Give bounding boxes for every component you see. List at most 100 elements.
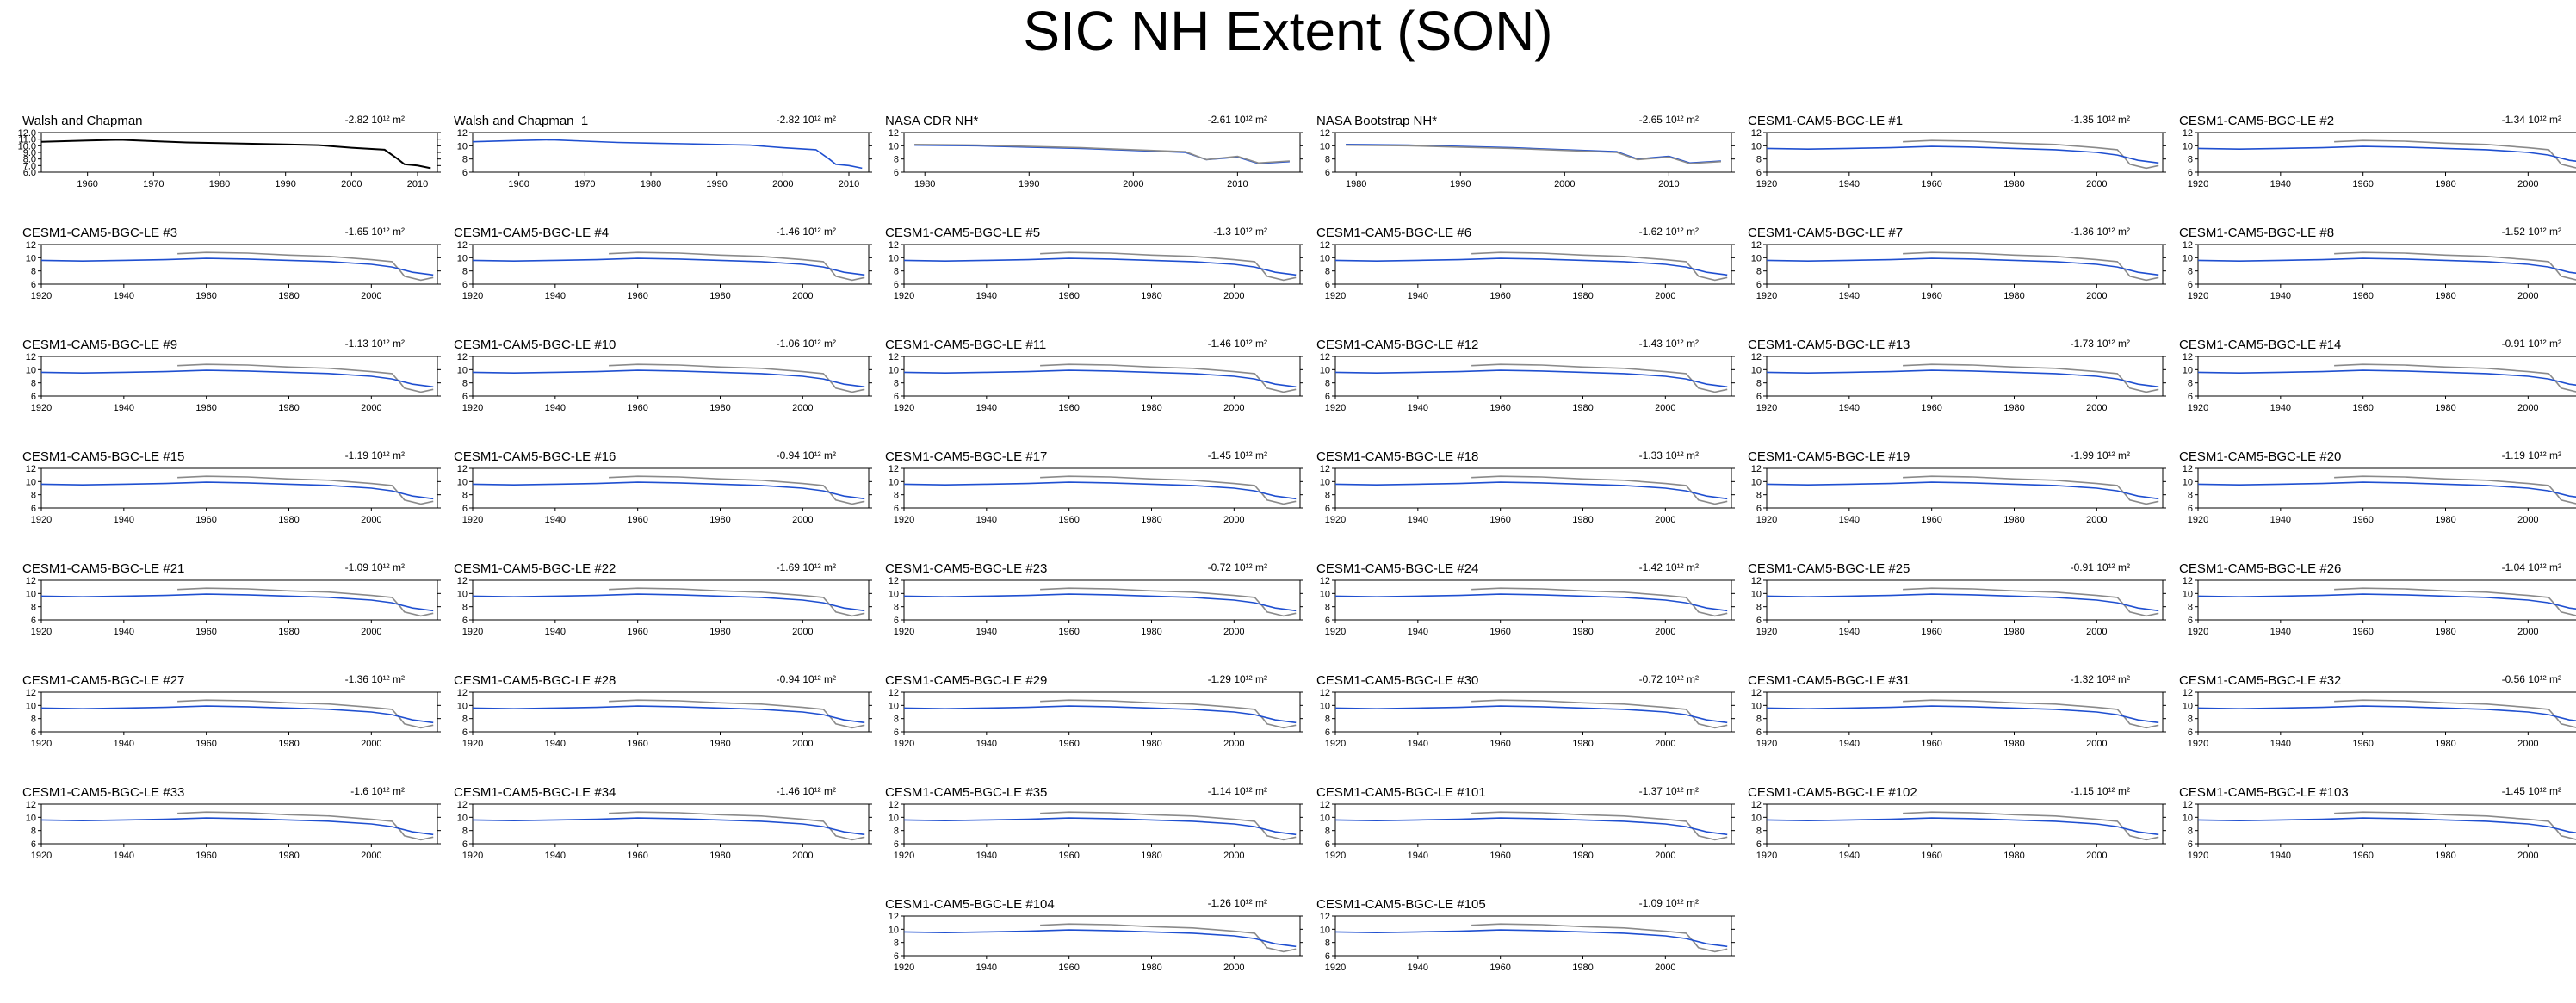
y-tick-label: 10 (1320, 813, 1330, 823)
series-line (177, 699, 434, 729)
trend-value: -1.45 (1207, 449, 1231, 461)
plot-frame (40, 356, 438, 397)
trend-unit: 10¹² m² (1234, 673, 1267, 685)
plot-frame (40, 244, 438, 285)
x-tick-label: 1960 (1921, 627, 1941, 637)
series-line (2334, 139, 2576, 169)
line-chart: 6 8 10 12 1920 1940 1960 1980 2000 (1751, 128, 2166, 189)
y-tick-label: 12 (26, 240, 36, 251)
y-tick-label: 10 (26, 701, 36, 711)
x-tick-label: 1920 (894, 739, 914, 749)
y-tick-label: 6 (31, 504, 36, 514)
x-tick-label: 1960 (1921, 291, 1941, 301)
x-tick-label: 1940 (2270, 515, 2291, 525)
trend-value: -0.94 (776, 449, 800, 461)
x-tick-label: 1960 (1921, 851, 1941, 861)
chart-panel: CESM1-CAM5-BGC-LE #105 -1.09 10¹² m² 6 8 10 1… (1301, 897, 1735, 992)
panel-title: NASA Bootstrap NH* (1316, 114, 1438, 128)
y-tick-label: 9.0 (23, 148, 36, 158)
series-line (1766, 369, 2159, 388)
chart-panel: CESM1-CAM5-BGC-LE #11 -1.46 10¹² m² 6 8 10 12… (870, 337, 1303, 432)
x-tick-label: 1920 (2188, 739, 2208, 749)
trend-value: -0.94 (776, 673, 800, 685)
trend-label: -1.73 10¹² m² (2071, 337, 2130, 350)
trend-value: -1.35 (2070, 114, 2094, 126)
trend-unit: 10¹² m² (2528, 114, 2561, 126)
x-tick-label: 1960 (1921, 515, 1941, 525)
line-chart: 6 8 10 12 1920 1940 1960 1980 2000 (26, 464, 441, 525)
plot-frame (903, 915, 1301, 957)
y-tick-label: 6 (1756, 616, 1762, 626)
chart-panel: CESM1-CAM5-BGC-LE #31 -1.32 10¹² m² 6 8 10 12… (1732, 673, 2166, 768)
x-tick-label: 1960 (195, 403, 216, 413)
plot-frame (2197, 467, 2576, 509)
series-line (1040, 475, 1297, 505)
x-tick-label: 1980 (1141, 851, 1161, 861)
plot-frame (903, 579, 1301, 621)
x-tick-label: 1980 (1141, 739, 1161, 749)
trend-unit: 10¹² m² (1234, 897, 1267, 909)
x-tick-label: 1980 (2003, 739, 2024, 749)
chart-panel: CESM1-CAM5-BGC-LE #101 -1.37 10¹² m² 6 8 10 1… (1301, 785, 1735, 880)
trend-value: -1.37 (1638, 785, 1663, 797)
y-tick-label: 8 (894, 267, 899, 277)
x-tick-label: 2000 (2086, 515, 2107, 525)
x-tick-label: 2000 (2086, 739, 2107, 749)
x-tick-label: 1960 (1489, 963, 1510, 973)
x-tick-label: 1970 (143, 179, 164, 189)
panel-title: CESM1-CAM5-BGC-LE #25 (1748, 561, 1910, 576)
y-tick-label: 6 (31, 616, 36, 626)
plot-frame (903, 803, 1301, 845)
x-tick-label: 2000 (1223, 739, 1244, 749)
plot-frame (1334, 691, 1732, 733)
y-tick-label: 12 (457, 352, 468, 362)
x-tick-label: 2000 (1223, 403, 1244, 413)
trend-unit: 10¹² m² (2528, 226, 2561, 238)
x-tick-label: 1960 (1058, 403, 1079, 413)
x-tick-label: 1940 (1408, 291, 1428, 301)
y-tick-label: 8 (2188, 603, 2193, 613)
x-tick-label: 2000 (361, 515, 381, 525)
series-line (2334, 475, 2576, 505)
y-tick-label: 6 (1325, 504, 1330, 514)
x-tick-label: 1940 (2270, 291, 2291, 301)
trend-value: -2.82 (776, 114, 800, 126)
panel-title: CESM1-CAM5-BGC-LE #27 (22, 673, 185, 688)
y-tick-label: 10 (1320, 589, 1330, 599)
x-tick-label: 1960 (1058, 963, 1079, 973)
x-tick-label: 1920 (462, 515, 483, 525)
trend-unit: 10¹² m² (802, 785, 836, 797)
x-tick-label: 1960 (195, 515, 216, 525)
y-tick-label: 10 (2183, 813, 2193, 823)
x-tick-label: 1940 (2270, 403, 2291, 413)
x-tick-label: 1940 (1408, 627, 1428, 637)
trend-unit: 10¹² m² (802, 114, 836, 126)
y-tick-label: 10 (1320, 477, 1330, 487)
plot-frame (1766, 691, 2164, 733)
x-tick-label: 1920 (462, 291, 483, 301)
x-tick-label: 2000 (1123, 179, 1143, 189)
y-tick-label: 12 (889, 688, 899, 698)
y-tick-label: 12 (1320, 128, 1330, 139)
y-tick-label: 8 (31, 379, 36, 389)
y-tick-label: 10 (1751, 253, 1762, 263)
y-tick-label: 6 (2188, 168, 2193, 178)
series-line (2197, 257, 2576, 275)
x-tick-label: 2000 (792, 627, 813, 637)
plot-frame (472, 132, 870, 173)
y-tick-label: 10 (26, 253, 36, 263)
trend-unit: 10¹² m² (1234, 337, 1267, 350)
x-tick-label: 1940 (1408, 515, 1428, 525)
y-tick-label: 10 (889, 813, 899, 823)
x-tick-label: 2000 (1223, 963, 1244, 973)
plot-frame (2197, 356, 2576, 397)
line-chart: 6 8 10 12 1920 1940 1960 1980 2000 (889, 464, 1303, 525)
x-tick-label: 1920 (1756, 627, 1777, 637)
page-title: SIC NH Extent (SON) (1023, 0, 1553, 62)
trend-unit: 10¹² m² (1665, 449, 1699, 461)
y-tick-label: 8 (462, 603, 468, 613)
y-tick-label: 12 (2183, 576, 2193, 586)
y-tick-label: 6 (894, 951, 899, 962)
y-tick-label: 10 (457, 813, 468, 823)
y-tick-label: 8 (1756, 267, 1762, 277)
